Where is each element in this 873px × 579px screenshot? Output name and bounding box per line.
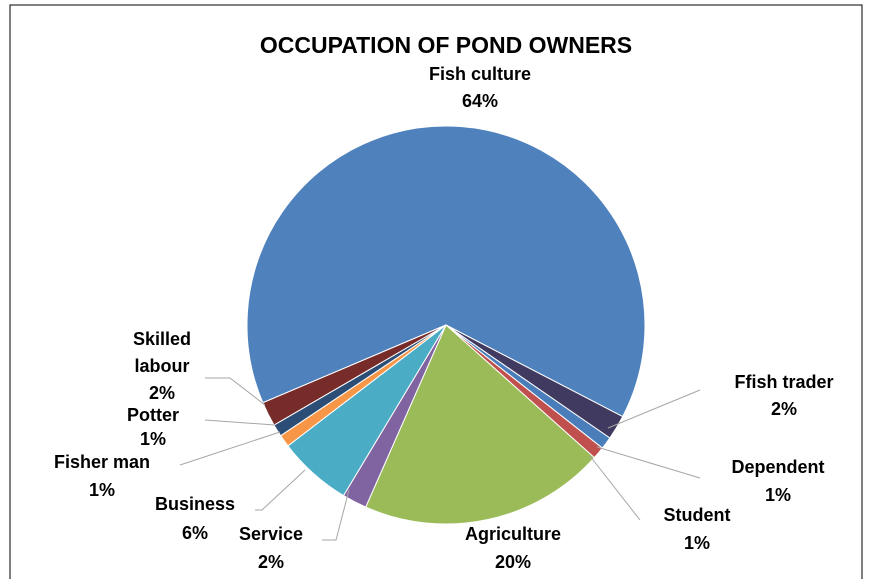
leader-line xyxy=(596,446,701,479)
slice-value-label: 2% xyxy=(148,383,176,403)
pie-slice xyxy=(365,324,596,525)
slice-label: Potter xyxy=(126,405,180,425)
slice-value-label: 1% xyxy=(683,533,711,553)
slice-value-label: 1% xyxy=(88,480,116,500)
slice-label: Student xyxy=(663,505,731,525)
leader-line xyxy=(179,431,281,466)
slice-label: Service xyxy=(238,524,304,544)
leader-line xyxy=(589,455,641,521)
slice-label: Business xyxy=(154,494,236,514)
slice-value-label: 1% xyxy=(139,429,167,449)
frame xyxy=(9,4,863,579)
slice-label: Agriculture xyxy=(464,524,562,544)
slice-label: Fisher man xyxy=(53,452,151,472)
pie-slice xyxy=(246,125,646,418)
slice-value-label: 2% xyxy=(770,399,798,419)
slice-label: Fish culture xyxy=(428,64,532,84)
slice-label: Skilled labour xyxy=(132,329,192,376)
slice-value-label: 20% xyxy=(494,552,532,572)
slice-value-label: 2% xyxy=(257,552,285,572)
leader-line xyxy=(607,389,701,429)
leader-line xyxy=(322,489,350,541)
leader-line xyxy=(205,377,266,406)
leader-line xyxy=(204,419,276,426)
leader-line xyxy=(255,469,306,511)
chart-title: OCCUPATION OF POND OWNERS xyxy=(259,32,633,58)
slice-label: Dependent xyxy=(731,457,825,477)
slice-value-label: 1% xyxy=(764,485,792,505)
slice-value-label: 64% xyxy=(461,91,499,111)
slice-label: Ffish trader xyxy=(734,372,834,392)
slice-value-label: 6% xyxy=(181,523,209,543)
